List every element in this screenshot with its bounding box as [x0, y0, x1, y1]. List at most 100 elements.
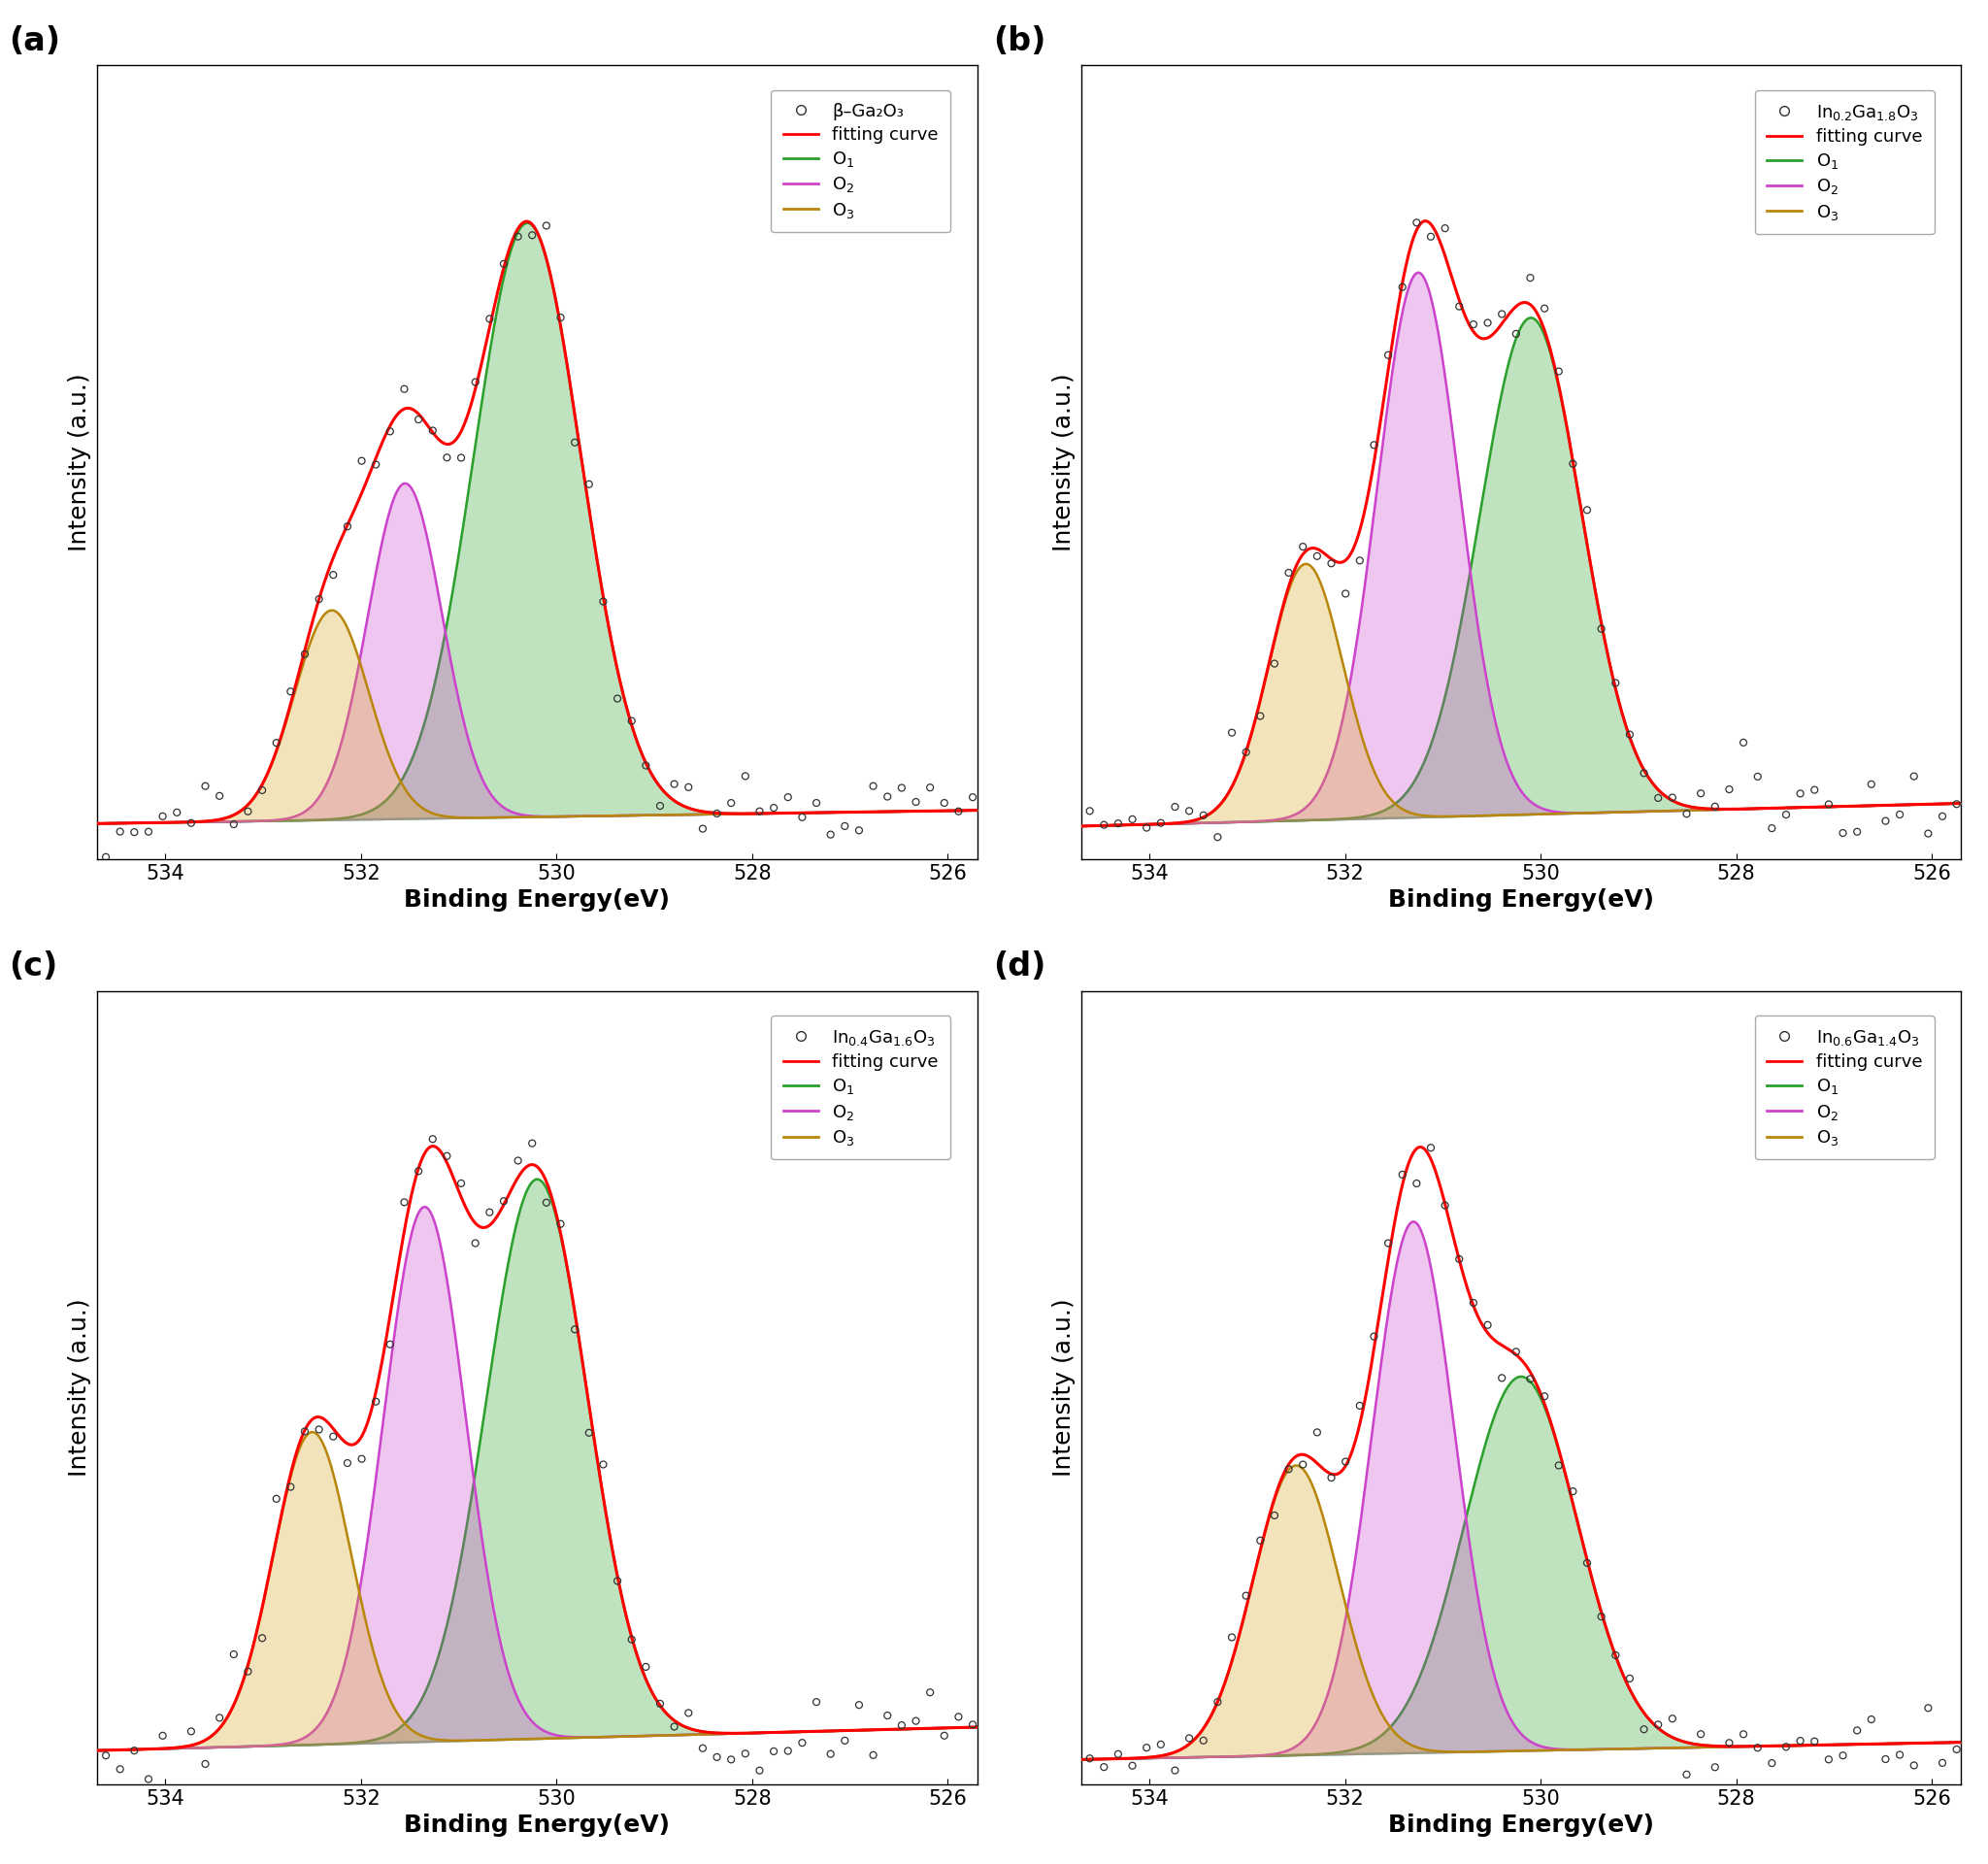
Point: [1700, 792, 1732, 822]
Point: [730, 1739, 761, 1769]
Point: [1885, 800, 1916, 829]
Point: [133, 1763, 165, 1793]
Point: [417, 1124, 449, 1154]
Point: [843, 1691, 875, 1720]
Point: [1358, 1322, 1390, 1351]
Point: [175, 1717, 207, 1747]
Point: [1841, 1715, 1873, 1745]
Point: [956, 1709, 988, 1739]
Point: [573, 1419, 604, 1448]
Point: [1600, 1640, 1632, 1670]
Point: [686, 1734, 718, 1763]
Point: [1785, 779, 1817, 809]
Point: [89, 1741, 121, 1771]
Point: [76, 822, 107, 852]
Point: [801, 1687, 833, 1717]
Point: [1700, 1752, 1732, 1782]
Point: [1614, 1663, 1646, 1693]
Point: [559, 1314, 590, 1344]
Point: [288, 1417, 320, 1446]
Point: [473, 1197, 505, 1227]
Point: [1272, 1454, 1304, 1484]
Point: [1501, 319, 1533, 349]
Point: [119, 816, 151, 846]
Point: [459, 1228, 491, 1258]
Point: [616, 1625, 648, 1655]
Point: [1429, 212, 1461, 242]
Y-axis label: Intensity (a.u.): Intensity (a.u.): [68, 373, 91, 552]
Text: (b): (b): [992, 26, 1046, 58]
Point: [1656, 1704, 1688, 1734]
Point: [644, 790, 676, 820]
Point: [1813, 788, 1845, 818]
Point: [1769, 800, 1801, 829]
Point: [744, 1756, 775, 1786]
Point: [1515, 263, 1547, 293]
Point: [1372, 1228, 1404, 1258]
Point: [1131, 1734, 1163, 1763]
Point: [1926, 1748, 1958, 1778]
Point: [374, 416, 406, 445]
Point: [517, 1128, 549, 1158]
Point: [1046, 816, 1077, 846]
Point: [219, 1640, 250, 1670]
Point: [445, 1169, 477, 1199]
Point: [887, 774, 918, 803]
Point: [815, 1739, 847, 1769]
Point: [871, 1700, 903, 1730]
Point: [787, 802, 819, 831]
Point: [161, 1775, 193, 1804]
Point: [274, 677, 306, 706]
Point: [602, 684, 634, 714]
Point: [203, 1704, 235, 1734]
Point: [388, 375, 419, 404]
Point: [672, 772, 704, 802]
Point: [1145, 807, 1177, 837]
Point: [1501, 1336, 1533, 1366]
Point: [672, 1698, 704, 1728]
Point: [332, 511, 364, 541]
Point: [1074, 796, 1105, 826]
Point: [1145, 1730, 1177, 1760]
Point: [1443, 291, 1475, 321]
Y-axis label: Intensity (a.u.): Intensity (a.u.): [1052, 1299, 1076, 1476]
Point: [1187, 800, 1219, 829]
Point: [1201, 822, 1233, 852]
Point: [1272, 557, 1304, 587]
Point: [702, 1743, 734, 1773]
Point: [1799, 775, 1831, 805]
Point: [730, 761, 761, 790]
Point: [1443, 1243, 1475, 1273]
X-axis label: Binding Energy(eV): Binding Energy(eV): [404, 889, 670, 911]
Point: [1855, 770, 1887, 800]
Point: [288, 639, 320, 669]
Point: [147, 1720, 179, 1750]
Point: [914, 1678, 946, 1707]
Point: [1060, 829, 1091, 859]
Point: [247, 775, 278, 805]
Point: [1899, 761, 1930, 790]
Point: [1159, 792, 1191, 822]
Point: [1741, 762, 1773, 792]
Point: [332, 1448, 364, 1478]
Point: [1628, 1715, 1660, 1745]
Point: [1457, 309, 1489, 339]
Point: [545, 302, 577, 332]
Point: [189, 1748, 221, 1778]
Point: [1244, 1525, 1276, 1555]
Point: [1358, 431, 1390, 460]
Point: [716, 1745, 747, 1775]
Point: [1586, 1601, 1618, 1631]
Point: [1316, 1463, 1348, 1493]
Point: [103, 816, 135, 846]
Point: [1571, 1547, 1602, 1577]
Point: [1869, 1745, 1901, 1775]
Point: [459, 367, 491, 397]
Point: [771, 783, 803, 813]
Legend: In$_{0.6}$Ga$_{1.4}$O$_3$, fitting curve, O$_1$, O$_2$, O$_3$: In$_{0.6}$Ga$_{1.4}$O$_3$, fitting curve…: [1755, 1016, 1934, 1159]
Point: [1117, 805, 1149, 835]
Point: [318, 1422, 350, 1452]
Point: [302, 583, 334, 613]
Point: [431, 442, 463, 472]
Point: [1101, 809, 1133, 839]
